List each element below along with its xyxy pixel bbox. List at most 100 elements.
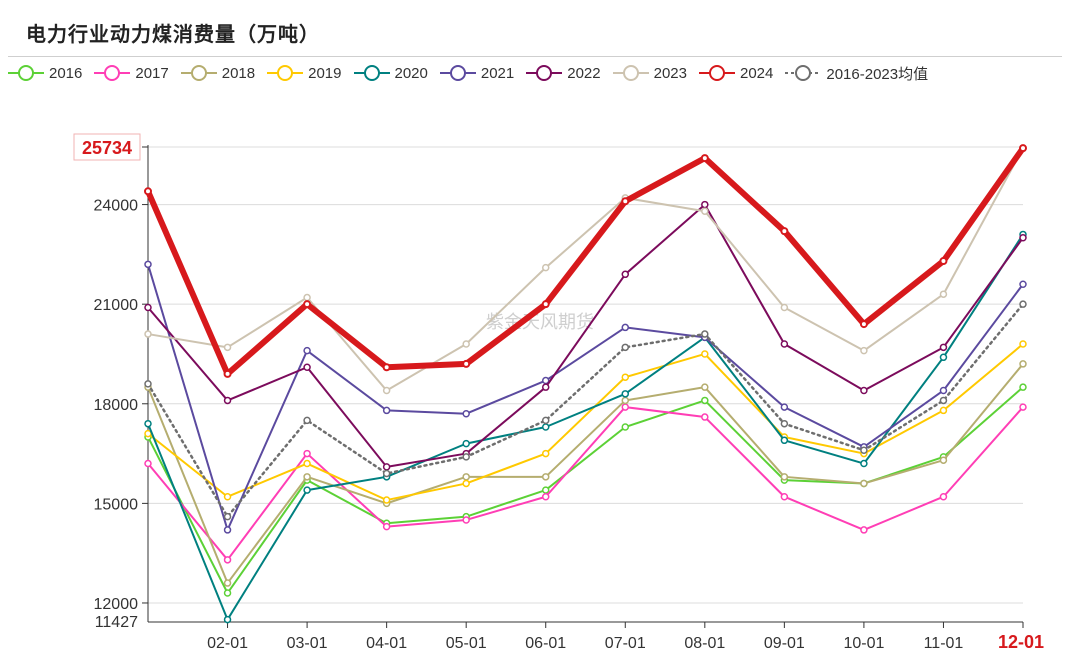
point-2021-02-01[interactable] <box>223 526 232 534</box>
point-2022-11-01[interactable] <box>939 343 948 352</box>
point-2022-12-01[interactable] <box>1019 234 1027 242</box>
point-2019-11-01[interactable] <box>939 406 948 415</box>
point-2017-01-01[interactable] <box>144 459 152 468</box>
point-2023-11-01[interactable] <box>939 290 948 298</box>
point-2021-05-01[interactable] <box>462 409 470 418</box>
point-2018-08-01[interactable] <box>701 383 709 391</box>
point-2019-01-01[interactable] <box>144 429 152 438</box>
point-2022-01-01[interactable] <box>144 303 152 312</box>
point-2023-01-01[interactable] <box>144 330 152 338</box>
legend-item-2024[interactable]: 2024 <box>699 63 773 83</box>
point-2020-10-01[interactable] <box>860 459 868 468</box>
point-2016-2023-02-01[interactable] <box>223 512 232 521</box>
legend-item-2021[interactable]: 2021 <box>439 63 514 83</box>
point-2021-11-01[interactable] <box>939 386 948 395</box>
point-2016-2023-07-01[interactable] <box>621 343 630 352</box>
point-2019-12-01[interactable] <box>1019 340 1027 348</box>
point-2017-09-01[interactable] <box>780 492 789 501</box>
point-2024-01-01[interactable] <box>144 187 152 196</box>
point-2019-02-01[interactable] <box>223 492 232 501</box>
point-2021-07-01[interactable] <box>621 323 630 332</box>
point-2018-03-01[interactable] <box>303 473 311 481</box>
point-2016-02-01[interactable] <box>223 589 232 597</box>
point-2016-2023-11-01[interactable] <box>939 396 948 405</box>
point-2023-08-01[interactable] <box>701 207 709 215</box>
point-2018-07-01[interactable] <box>621 396 630 405</box>
point-2024-08-01[interactable] <box>700 154 709 163</box>
point-2024-06-01[interactable] <box>541 300 550 309</box>
point-2019-04-01[interactable] <box>382 496 391 504</box>
point-2020-05-01[interactable] <box>462 439 470 448</box>
point-2017-03-01[interactable] <box>303 449 311 458</box>
point-2020-02-01[interactable] <box>223 615 232 624</box>
point-2022-06-01[interactable] <box>541 383 550 391</box>
point-2019-05-01[interactable] <box>462 479 470 488</box>
point-2021-09-01[interactable] <box>780 403 789 411</box>
point-2023-09-01[interactable] <box>780 303 789 312</box>
point-2018-10-01[interactable] <box>860 479 868 488</box>
point-2016-2023-09-01[interactable] <box>780 419 789 428</box>
point-2023-04-01[interactable] <box>382 386 391 395</box>
point-2020-11-01[interactable] <box>939 353 948 362</box>
legend-item-2018[interactable]: 2018 <box>180 63 255 83</box>
point-2016-2023-04-01[interactable] <box>382 469 391 478</box>
point-2016-06-01[interactable] <box>541 486 550 494</box>
point-2021-12-01[interactable] <box>1019 280 1027 289</box>
point-2019-07-01[interactable] <box>621 373 630 381</box>
point-2016-2023-10-01[interactable] <box>860 446 868 455</box>
point-2023-06-01[interactable] <box>541 263 550 272</box>
point-2018-05-01[interactable] <box>462 473 470 481</box>
point-2018-09-01[interactable] <box>780 473 789 481</box>
point-2017-07-01[interactable] <box>621 403 630 411</box>
point-2017-05-01[interactable] <box>462 516 470 524</box>
point-2021-04-01[interactable] <box>382 406 391 415</box>
point-2017-12-01[interactable] <box>1019 403 1027 411</box>
legend-item-2023[interactable]: 2023 <box>612 63 687 83</box>
point-2016-2023-01-01[interactable] <box>144 380 152 388</box>
point-2016-12-01[interactable] <box>1019 383 1027 391</box>
legend-item-2016-2023[interactable]: 2016-2023均值 <box>785 63 928 84</box>
point-2019-06-01[interactable] <box>541 449 550 458</box>
point-2024-05-01[interactable] <box>462 359 471 368</box>
point-2020-03-01[interactable] <box>303 486 311 494</box>
point-2023-05-01[interactable] <box>462 340 470 348</box>
legend-item-2016[interactable]: 2016 <box>8 63 82 83</box>
point-2022-09-01[interactable] <box>780 340 789 348</box>
legend-item-2019[interactable]: 2019 <box>267 63 342 83</box>
point-2016-2023-03-01[interactable] <box>303 416 311 425</box>
point-2022-08-01[interactable] <box>701 200 709 209</box>
point-2016-2023-12-01[interactable] <box>1019 300 1027 308</box>
point-2020-07-01[interactable] <box>621 390 630 398</box>
point-2018-02-01[interactable] <box>223 579 232 587</box>
point-2017-10-01[interactable] <box>860 526 868 534</box>
point-2016-2023-08-01[interactable] <box>701 330 709 338</box>
point-2024-10-01[interactable] <box>859 320 868 329</box>
point-2021-01-01[interactable] <box>144 260 152 269</box>
point-2022-02-01[interactable] <box>223 396 232 405</box>
point-2024-11-01[interactable] <box>939 257 948 266</box>
point-2019-08-01[interactable] <box>701 350 709 358</box>
legend-item-2020[interactable]: 2020 <box>353 63 428 83</box>
point-2017-11-01[interactable] <box>939 492 948 501</box>
legend-item-2022[interactable]: 2022 <box>526 63 601 83</box>
point-2024-02-01[interactable] <box>223 369 232 378</box>
point-2020-09-01[interactable] <box>780 436 789 445</box>
point-2024-12-01[interactable] <box>1019 144 1027 153</box>
point-2016-2023-05-01[interactable] <box>462 453 470 461</box>
point-2022-03-01[interactable] <box>303 363 311 372</box>
point-2018-11-01[interactable] <box>939 456 948 464</box>
point-2024-04-01[interactable] <box>382 363 391 372</box>
point-2017-04-01[interactable] <box>382 522 391 531</box>
point-2016-07-01[interactable] <box>621 423 630 431</box>
point-2018-12-01[interactable] <box>1019 360 1027 368</box>
point-2023-03-01[interactable] <box>303 293 311 302</box>
point-2024-09-01[interactable] <box>780 227 789 236</box>
point-2019-03-01[interactable] <box>303 459 311 468</box>
point-2018-06-01[interactable] <box>541 473 550 481</box>
point-2021-03-01[interactable] <box>303 346 311 355</box>
point-2023-10-01[interactable] <box>860 346 868 355</box>
point-2023-02-01[interactable] <box>223 343 232 352</box>
point-2022-07-01[interactable] <box>621 270 630 279</box>
point-2017-06-01[interactable] <box>541 492 550 501</box>
point-2024-07-01[interactable] <box>621 197 630 206</box>
